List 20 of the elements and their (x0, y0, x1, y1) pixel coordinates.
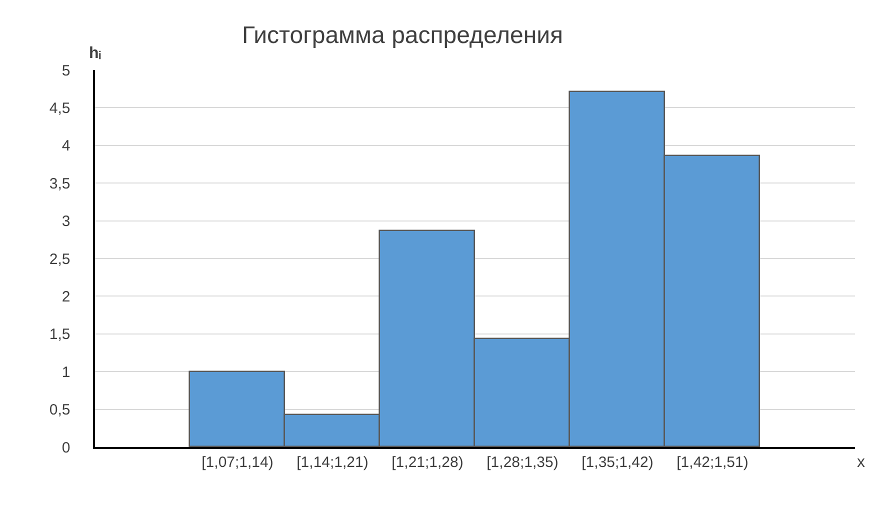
y-tick-label: 0 (62, 439, 70, 456)
x-tick-label: [1,35;1,42) (582, 454, 654, 471)
y-tick-label: 1,5 (49, 326, 70, 344)
x-tick-label: [1,21;1,28) (392, 454, 464, 471)
y-tick-label: 3 (62, 213, 70, 230)
y-tick-label: 4 (62, 138, 70, 155)
chart-title: Гистограмма распределения (242, 22, 564, 50)
y-tick-label: 1 (62, 364, 70, 381)
y-tick-label: 5 (62, 62, 70, 80)
x-axis-title: x (857, 454, 865, 471)
y-tick-label: 2,5 (49, 250, 70, 268)
y-tick-label: 4,5 (49, 100, 70, 117)
x-tick-label: [1,07;1,14) (202, 454, 274, 471)
x-tick-label: [1,14;1,21) (296, 454, 368, 471)
y-tick-label: 0,5 (49, 402, 70, 419)
x-tick-label: [1,28;1,35) (486, 454, 558, 471)
y-tick-label: 3,5 (49, 175, 70, 192)
y-axis-title: hᵢ (89, 45, 102, 62)
y-tick-label: 2 (62, 288, 70, 306)
x-tick-label: [1,42;1,51) (676, 454, 748, 471)
